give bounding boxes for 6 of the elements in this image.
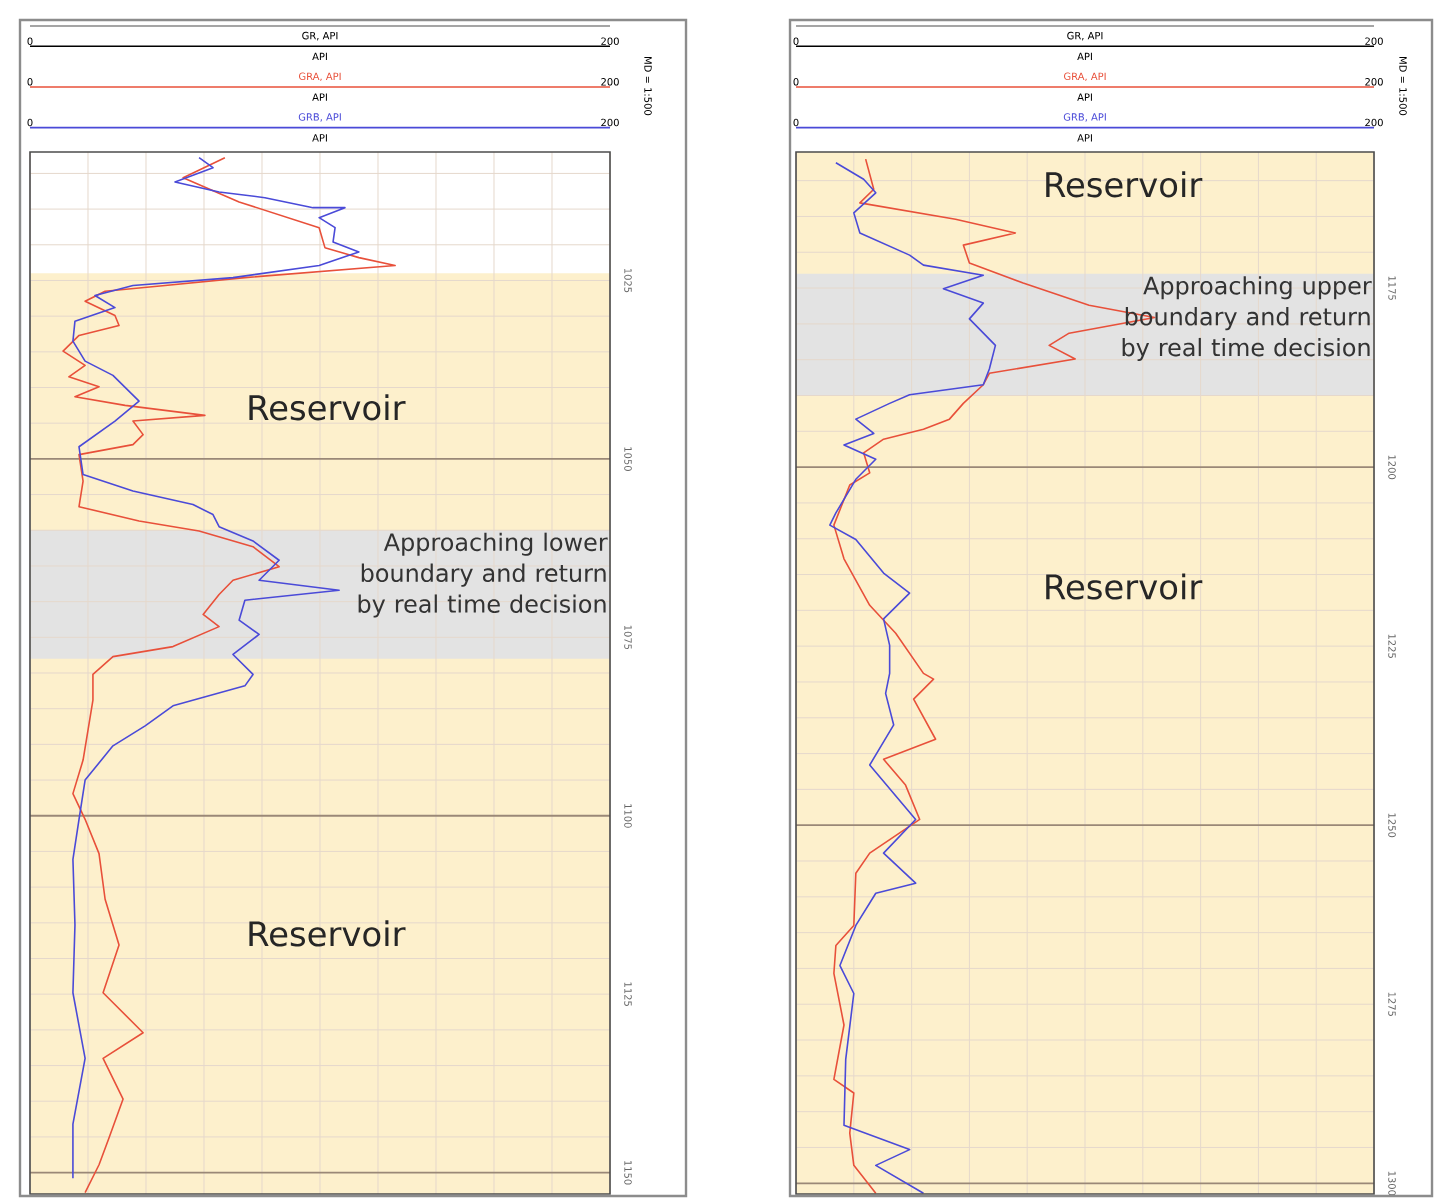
annotation: Reservoir — [249, 920, 406, 947]
annotation: Reservoir — [249, 394, 406, 421]
band-label: Approaching lower boundary and return by real time decision — [358, 532, 608, 618]
annotation: Reservoir — [1046, 171, 1203, 198]
annotation: Reservoir — [1046, 573, 1203, 600]
line-series — [829, 161, 997, 1195]
